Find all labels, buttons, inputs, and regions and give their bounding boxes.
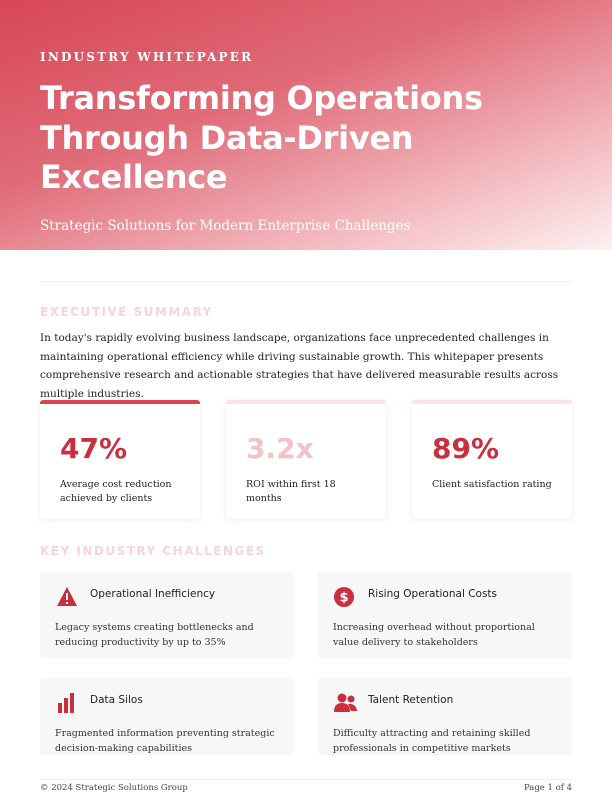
subtitle: Strategic Solutions for Modern Enterpris… — [40, 218, 411, 234]
challenge-title: Operational Inefficiency — [90, 588, 216, 600]
header: INDUSTRY WHITEPAPER Transforming Operati… — [0, 0, 612, 250]
section-heading: EXECUTIVE SUMMARY — [40, 305, 213, 319]
title-line: Through Data-Driven — [40, 118, 414, 157]
footer-left: © 2024 Strategic Solutions Group — [40, 783, 188, 793]
title-line: Transforming Operations — [40, 79, 483, 117]
divider — [40, 779, 572, 780]
cost-icon: $ — [334, 587, 354, 607]
challenge-card: $ Rising Operational Costs Increasing ov… — [318, 572, 572, 658]
challenge-text: Difficulty attracting and retaining skil… — [333, 728, 531, 754]
section-heading: KEY INDUSTRY CHALLENGES — [40, 544, 266, 558]
stat-value: 89% — [432, 432, 500, 465]
svg-text:$: $ — [339, 591, 348, 606]
challenge-text: Fragmented information preventing strate… — [55, 728, 275, 754]
warning-icon — [57, 587, 77, 606]
people-icon — [334, 693, 357, 712]
stat-card: 3.2x ROI within first 18 months — [226, 400, 386, 519]
summary-text: In today's rapidly evolving business lan… — [40, 332, 559, 400]
challenge-text: Legacy systems creating bottlenecks and … — [55, 622, 254, 648]
title-line: Excellence — [40, 158, 228, 196]
stat-value: 47% — [60, 432, 128, 465]
challenge-title: Talent Retention — [368, 694, 454, 706]
stat-label: Client satisfaction rating — [432, 479, 552, 490]
challenge-card: Talent Retention Difficulty attracting a… — [318, 678, 572, 755]
eyebrow: INDUSTRY WHITEPAPER — [40, 50, 254, 64]
challenge-text: Increasing overhead without proportional… — [333, 622, 535, 648]
footer-right: Page 1 of 4 — [523, 783, 572, 793]
challenge-card: Data Silos Fragmented information preven… — [40, 678, 294, 755]
stat-label: Average cost reduction achieved by clien… — [60, 479, 172, 504]
divider — [40, 281, 572, 282]
chart-icon — [58, 693, 74, 713]
challenge-card: Operational Inefficiency Legacy systems … — [40, 572, 294, 658]
challenge-title: Rising Operational Costs — [368, 588, 498, 600]
stat-label: ROI within first 18 months — [246, 479, 336, 504]
challenge-title: Data Silos — [90, 694, 143, 706]
stat-card: 47% Average cost reduction achieved by c… — [40, 400, 200, 519]
stat-card: 89% Client satisfaction rating — [412, 400, 572, 519]
title: Transforming Operations Through Data-Dri… — [40, 79, 483, 198]
stat-value: 3.2x — [246, 432, 314, 465]
